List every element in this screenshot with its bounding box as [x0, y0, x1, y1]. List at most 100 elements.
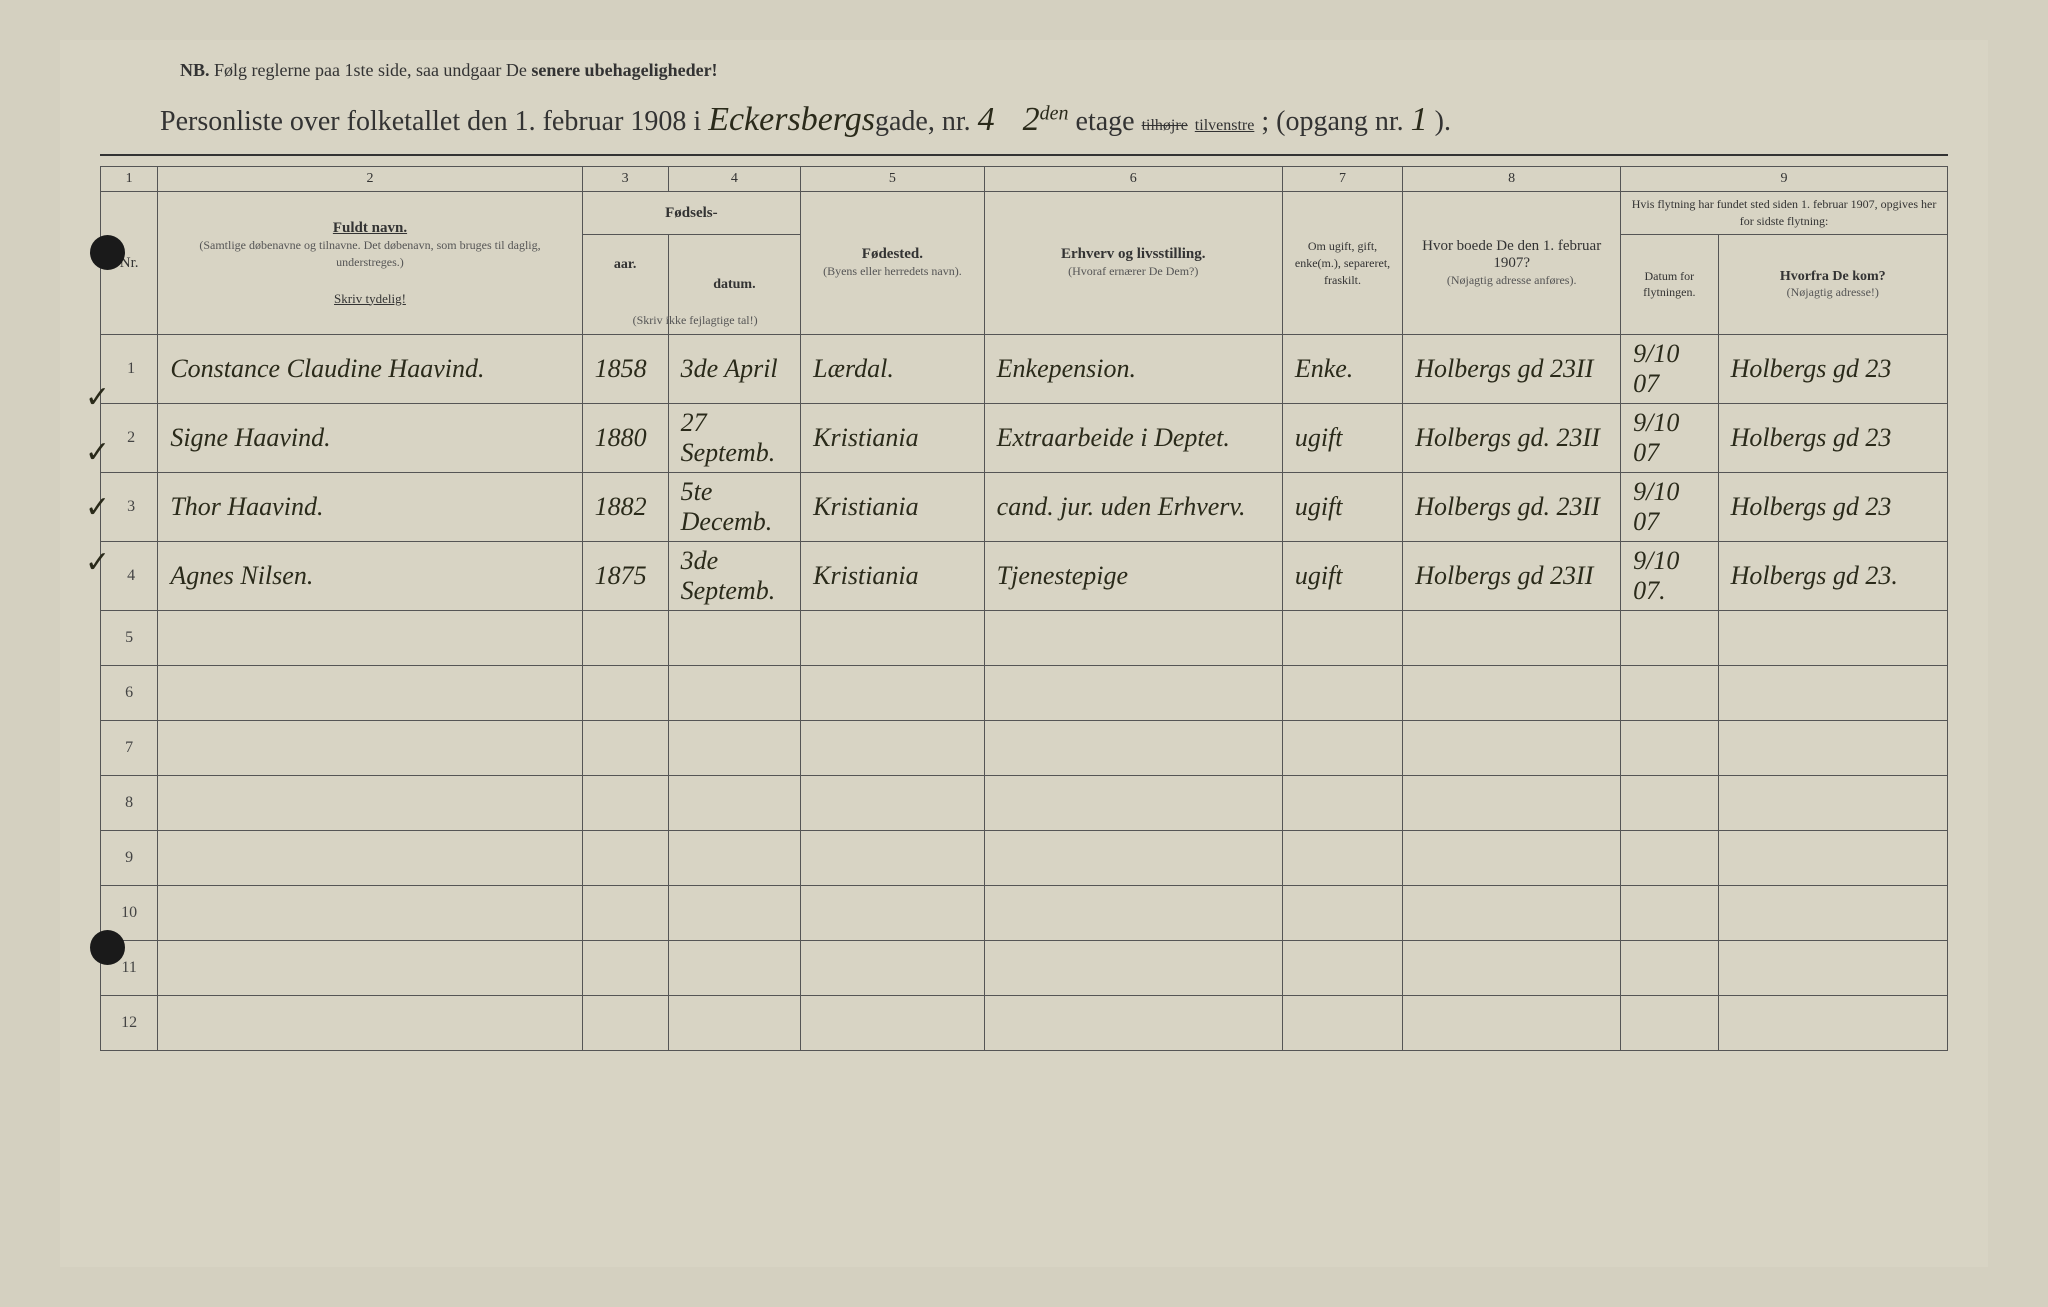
table-body: 1 Constance Claudine Haavind. 1858 3de A…	[101, 335, 1948, 1051]
cell-empty	[1718, 611, 1947, 666]
punch-hole-bottom	[90, 930, 125, 965]
table-row: 2 Signe Haavind. 1880 27 Septemb. Kristi…	[101, 404, 1948, 473]
cell-empty	[158, 886, 582, 941]
cell-empty	[158, 611, 582, 666]
cell-occupation: cand. jur. uden Erhverv.	[984, 473, 1282, 542]
cell-name: Thor Haavind.	[158, 473, 582, 542]
cell-date: 3de April	[668, 335, 801, 404]
cell-occupation: Extraarbeide i Deptet.	[984, 404, 1282, 473]
cell-empty	[158, 996, 582, 1051]
cell-empty	[1718, 776, 1947, 831]
cell-name: Signe Haavind.	[158, 404, 582, 473]
cell-empty	[801, 666, 984, 721]
cell-empty	[668, 666, 801, 721]
cell-empty	[1282, 941, 1402, 996]
table-row: 11	[101, 941, 1948, 996]
cell-empty	[1621, 721, 1718, 776]
row-nr: 5	[101, 611, 158, 666]
table-header: 1 2 3 4 5 6 7 8 9 Nr. Fuldt navn. (Samtl…	[101, 167, 1948, 335]
cell-empty	[668, 721, 801, 776]
table-row: 4 Agnes Nilsen. 1875 3de Septemb. Kristi…	[101, 542, 1948, 611]
cell-empty	[801, 776, 984, 831]
row-nr: 12	[101, 996, 158, 1051]
cell-empty	[582, 941, 668, 996]
cell-empty	[582, 611, 668, 666]
name-header-label: Fuldt navn.	[333, 220, 407, 236]
prev-addr-label: Hvor boede De den 1. februar 1907?	[1422, 238, 1601, 271]
cell-empty	[1621, 941, 1718, 996]
etage-nr: 2	[1023, 101, 1040, 138]
skriv-tydelig: Skriv tydelig!	[166, 291, 573, 307]
cell-empty	[1282, 886, 1402, 941]
cell-year: 1882	[582, 473, 668, 542]
cell-marital: ugift	[1282, 404, 1402, 473]
opgang-nr: 1	[1411, 101, 1428, 138]
from-where-sub: (Nøjagtig adresse!)	[1787, 285, 1879, 299]
checkmark-2: ✓	[85, 425, 110, 480]
cell-empty	[582, 721, 668, 776]
fodsels-header: Fødsels-	[582, 192, 801, 235]
cell-marital: ugift	[1282, 542, 1402, 611]
table-row: 12	[101, 996, 1948, 1051]
etage-suffix: den	[1040, 103, 1069, 125]
cell-empty	[158, 831, 582, 886]
cell-empty	[984, 776, 1282, 831]
cell-empty	[158, 941, 582, 996]
column-number-row: 1 2 3 4 5 6 7 8 9	[101, 167, 1948, 192]
cell-empty	[984, 831, 1282, 886]
row-nr: 7	[101, 721, 158, 776]
cell-marital: ugift	[1282, 473, 1402, 542]
col-num-4: 4	[668, 167, 801, 192]
tilvenstre: tilvenstre	[1195, 117, 1255, 134]
cell-date: 27 Septemb.	[668, 404, 801, 473]
row-nr: 6	[101, 666, 158, 721]
cell-empty	[801, 611, 984, 666]
cell-date: 3de Septemb.	[668, 542, 801, 611]
cell-empty	[801, 831, 984, 886]
cell-empty	[1403, 776, 1621, 831]
cell-occupation: Tjenestepige	[984, 542, 1282, 611]
cell-empty	[668, 886, 801, 941]
move-header: Hvis flytning har fundet sted siden 1. f…	[1621, 192, 1948, 235]
cell-from-where: Holbergs gd 23	[1718, 335, 1947, 404]
punch-hole-top	[90, 235, 125, 270]
cell-empty	[984, 611, 1282, 666]
cell-empty	[1718, 886, 1947, 941]
cell-empty	[984, 666, 1282, 721]
col-num-3: 3	[582, 167, 668, 192]
row-nr: 9	[101, 831, 158, 886]
cell-empty	[1621, 666, 1718, 721]
cell-empty	[1621, 886, 1718, 941]
nb-prefix: NB.	[180, 60, 210, 80]
table-row: 3 Thor Haavind. 1882 5te Decemb. Kristia…	[101, 473, 1948, 542]
col-num-7: 7	[1282, 167, 1402, 192]
cell-empty	[1621, 996, 1718, 1051]
move-header-label: Hvis flytning har fundet sted siden 1. f…	[1632, 197, 1937, 228]
cell-empty	[984, 721, 1282, 776]
cell-empty	[1403, 721, 1621, 776]
cell-empty	[1282, 721, 1402, 776]
nb-bold: senere ubehageligheder!	[531, 60, 717, 80]
street-name-handwritten: Eckersbergs	[708, 101, 875, 138]
cell-empty	[1282, 996, 1402, 1051]
cell-empty	[1403, 996, 1621, 1051]
cell-date: 5te Decemb.	[668, 473, 801, 542]
cell-year: 1880	[582, 404, 668, 473]
cell-birthplace: Kristiania	[801, 473, 984, 542]
etage-label: etage	[1076, 106, 1135, 137]
fodested-label: Fødested.	[862, 246, 923, 262]
opgang-suffix: ).	[1435, 106, 1451, 137]
cell-prev-addr: Holbergs gd. 23II	[1403, 404, 1621, 473]
fodested-header: Fødested. (Byens eller herredets navn).	[801, 192, 984, 335]
cell-prev-addr: Holbergs gd 23II	[1403, 335, 1621, 404]
row-nr: 8	[101, 776, 158, 831]
cell-move-date: 9/10 07	[1621, 335, 1718, 404]
cell-empty	[801, 941, 984, 996]
cell-from-where: Holbergs gd 23	[1718, 473, 1947, 542]
erhverv-header: Erhverv og livsstilling. (Hvoraf ernærer…	[984, 192, 1282, 335]
marital-label: Om ugift, gift, enke(m.), separeret, fra…	[1295, 239, 1390, 287]
col-num-8: 8	[1403, 167, 1621, 192]
table-row: 5	[101, 611, 1948, 666]
opgang-prefix: ; (opgang nr.	[1261, 106, 1403, 137]
checkmark-4: ✓	[85, 535, 110, 590]
